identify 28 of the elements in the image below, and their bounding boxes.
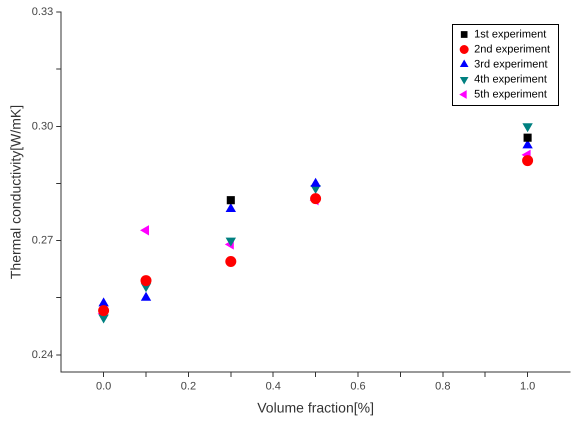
y-tick-label: 0.24 <box>32 348 54 361</box>
x-tick-label: 0.4 <box>266 380 281 393</box>
x-tick-label: 0.0 <box>96 380 112 393</box>
legend-label: 3rd experiment <box>474 58 548 71</box>
point <box>310 193 322 204</box>
legend-label: 5th experiment <box>474 88 547 101</box>
point <box>226 238 236 246</box>
y-tick-label: 0.27 <box>32 234 54 247</box>
point <box>522 123 532 132</box>
x-tick-label: 0.6 <box>350 380 366 393</box>
x-tick-label: 1.0 <box>520 380 536 393</box>
point <box>522 155 534 166</box>
y-tick-label: 0.33 <box>32 6 54 18</box>
point <box>140 275 152 286</box>
legend-label: 1st experiment <box>474 28 546 41</box>
y-axis-title: Thermal conductivity[W/mK] <box>7 104 24 280</box>
point <box>225 256 236 268</box>
legend-label: 2nd experiment <box>474 44 550 56</box>
point <box>310 178 320 187</box>
y-tick-label: 0.30 <box>32 120 54 132</box>
legend-label: 4th experiment <box>474 74 547 86</box>
point <box>98 305 110 316</box>
point <box>226 196 235 204</box>
x-axis-title: Volume fraction[%] <box>257 399 374 416</box>
x-tick-label: 0.2 <box>180 380 196 393</box>
point <box>524 134 532 142</box>
point <box>140 225 150 236</box>
x-tick-label: 0.8 <box>435 380 450 393</box>
